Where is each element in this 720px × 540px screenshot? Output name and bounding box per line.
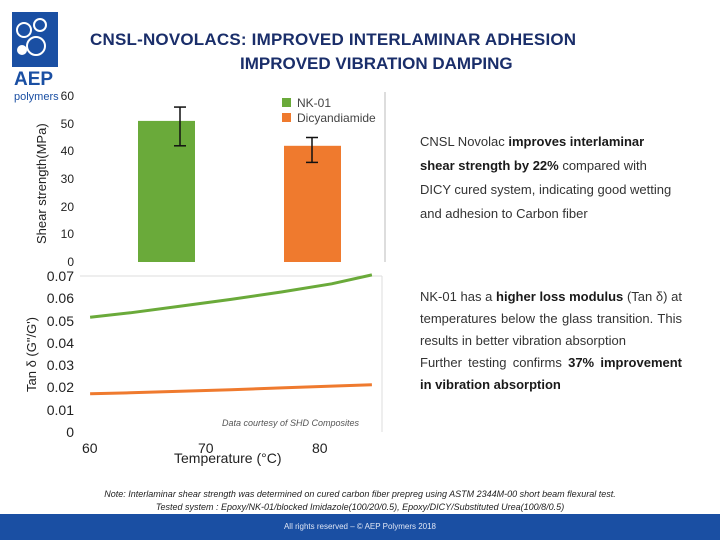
line-ytick-label: 0.01 — [46, 401, 74, 418]
note2-bold2: 37% improvement in vibration absorption — [420, 355, 682, 392]
logo-sub: polymers — [14, 91, 59, 103]
note2-line2: Further testing confirms — [420, 355, 569, 370]
series-line-dicy — [90, 383, 372, 396]
bar-ytick-label: 60 — [60, 89, 74, 103]
line-xtick-label: 70 — [198, 440, 214, 456]
bar-ytick-label: 40 — [60, 144, 74, 159]
legend-item-nk01: NK-01 — [282, 95, 376, 110]
legend-swatch-nk01 — [282, 98, 291, 107]
note1-bold: improves interlaminar shear strength by … — [420, 134, 645, 173]
series-line-nk01 — [89, 273, 373, 319]
legend-label-nk01: NK-01 — [297, 95, 332, 110]
note2-mid: (Tan δ) at temperatures below the glass … — [420, 289, 682, 348]
line-ytick-label: 0.02 — [46, 379, 74, 396]
note2-pre: NK-01 has a — [420, 289, 497, 304]
bar-ytick-label: 20 — [60, 199, 74, 214]
bar-legend: NK-01 Dicyandiamide — [282, 95, 376, 125]
bar-ytick-label: 10 — [60, 227, 74, 242]
bar-nk01 — [138, 120, 195, 263]
page-title-line2: IMPROVED VIBRATION DAMPING — [240, 54, 513, 73]
footnote-line1: Note: Interlaminar shear strength was de… — [104, 489, 616, 499]
footnote-line2: Tested system : Epoxy/NK-01/blocked Imid… — [155, 502, 565, 512]
page-title-line1: CNSL-NOVOLACS: IMPROVED INTERLAMINAR ADH… — [90, 30, 577, 49]
note-shear-strength: CNSL Novolac improves interlaminar shear… — [420, 130, 680, 226]
aep-logo: AEP polymers — [10, 10, 85, 105]
note1-pre: CNSL Novolac — [420, 134, 509, 149]
legend-label-dicy: Dicyandiamide — [297, 110, 376, 125]
logo-brand: AEP — [14, 69, 53, 90]
line-xtick-label: 80 — [312, 440, 328, 456]
line-ytick-label: 0.05 — [46, 312, 74, 329]
note1-post: compared with DICY cured system, indicat… — [420, 158, 672, 221]
bar-ytick-label: 50 — [60, 116, 74, 131]
line-ytick-label: 0.06 — [46, 290, 74, 307]
bar-ytick-label: 30 — [60, 172, 74, 186]
data-credit: Data courtesy of SHD Composites — [222, 418, 360, 428]
line-ytick-label: 0.04 — [46, 334, 74, 351]
bar-dicy — [284, 145, 341, 262]
line-ytick-label: 0.03 — [46, 357, 74, 374]
note-vibration: NK-01 has a higher loss modulus (Tan δ) … — [420, 286, 682, 396]
line-chart-xlabel: Temperature (°C) — [174, 450, 282, 466]
line-ytick-label: 0 — [66, 424, 74, 440]
line-xtick-label: 60 — [82, 440, 98, 456]
footer-bar: All rights reserved – © AEP Polymers 201… — [0, 514, 720, 540]
bar-ytick-label: 0 — [67, 255, 74, 269]
footnote: Note: Interlaminar shear strength was de… — [0, 488, 720, 514]
line-ytick-label: 0.07 — [46, 268, 74, 284]
legend-swatch-dicy — [282, 113, 291, 122]
note2-bold1: higher loss modulus — [496, 289, 624, 304]
legend-item-dicy: Dicyandiamide — [282, 110, 376, 125]
